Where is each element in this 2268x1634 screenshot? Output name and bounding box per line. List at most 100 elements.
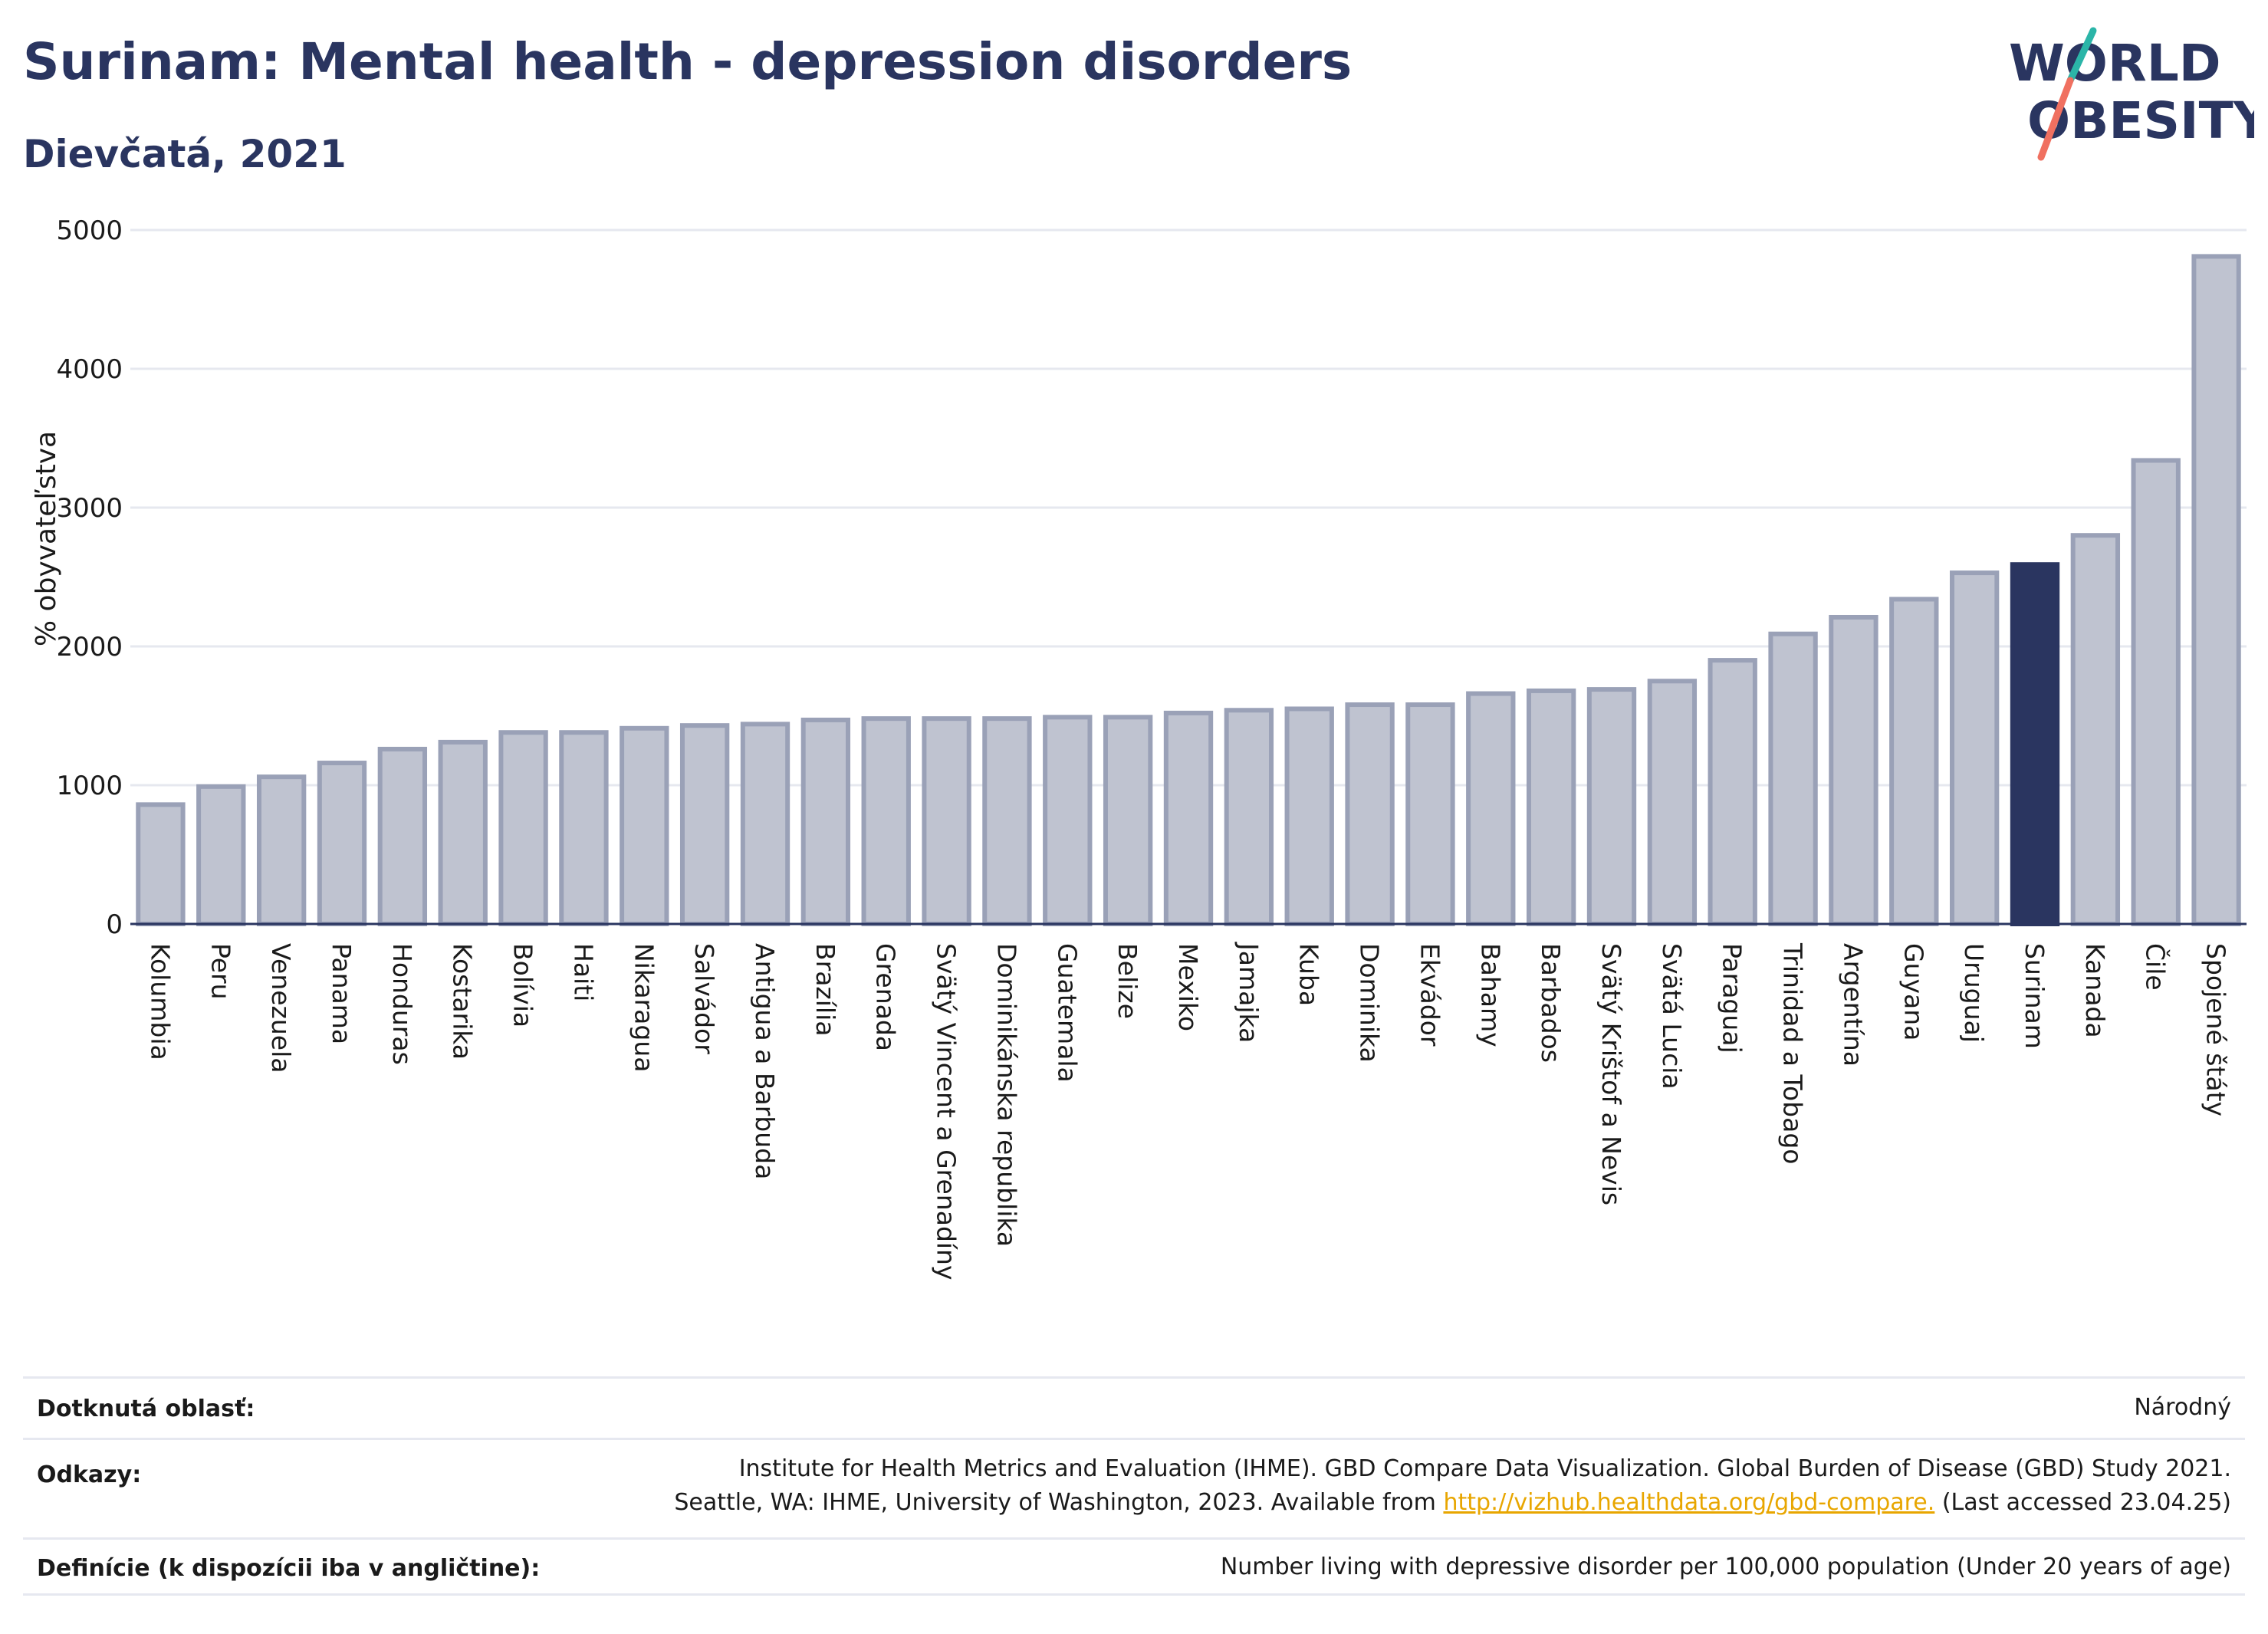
bar-venezuela[interactable] [256,774,307,927]
meta-area-label: Dotknutá oblasť: [37,1396,255,1422]
x-tick-label: Paraguaj [1717,943,1747,1054]
bar-surinam[interactable] [2010,562,2060,926]
bar-kostarika[interactable] [438,739,488,927]
x-tick-label: Haiti [568,943,598,1001]
bar-kolumbia[interactable] [136,802,186,927]
x-tick-label: Dominika [1355,943,1385,1063]
bar-svätý-vincent-a-grenadíny[interactable] [922,716,971,926]
y-tick-label: 1000 [56,771,123,801]
x-tick-label: Argentína [1838,943,1868,1067]
bar-dominikánska-republika[interactable] [982,716,1032,926]
x-tick-label: Uruguaj [1959,943,1989,1043]
x-tick-label: Svätý Krištof a Nevis [1596,943,1626,1205]
bar-ekvádor[interactable] [1405,702,1455,927]
x-tick-label: Kostarika [448,943,478,1060]
logo-slash-top [2066,27,2097,84]
bar-svätá-lucia[interactable] [1647,679,1698,926]
bar-svätý-krištof-a-nevis[interactable] [1586,687,1637,926]
y-axis-ticks: 0 1000 2000 3000 4000 5000 [56,215,123,940]
bar-grenada[interactable] [861,716,911,926]
bar-barbados[interactable] [1526,688,1576,926]
x-tick-label: Antigua a Barbuda [750,943,780,1179]
x-tick-label: Panama [327,943,357,1044]
x-tick-label: Mexiko [1173,943,1203,1031]
bar-panama[interactable] [317,761,367,926]
x-tick-label: Trinidad a Tobago [1778,942,1808,1165]
world-obesity-logo: WORLD OBESITY [2009,27,2254,161]
x-tick-label: Jamajka [1234,942,1264,1043]
meta-row-definitions: Definície (k dispozícii iba v angličtine… [23,1537,2245,1596]
x-tick-label: Spojené štáty [2201,943,2231,1116]
x-tick-label: Guyana [1898,943,1928,1041]
x-tick-label: Peru [205,943,235,1000]
meta-refs-label: Odkazy: [37,1461,142,1488]
bar-haiti[interactable] [559,730,609,926]
meta-refs-link[interactable]: http://vizhub.healthdata.org/gbd-compare… [1443,1489,1935,1516]
x-tick-label: Honduras [387,943,417,1065]
meta-refs-line1: Institute for Health Metrics and Evaluat… [738,1455,2231,1482]
x-axis-ticks: Kolumbia Peru Venezuela Panama Honduras Kosta… [145,942,2230,1281]
bars [136,254,2241,927]
bar-peru[interactable] [196,784,246,926]
y-tick-label: 0 [106,909,123,940]
x-tick-label: Nikaragua [629,943,659,1072]
x-tick-label: Svätá Lucia [1657,943,1687,1090]
bar-antigua-a-barbuda[interactable] [740,722,791,926]
x-tick-label: Brazília [810,943,840,1036]
bar-bahamy[interactable] [1466,691,1516,926]
meta-refs-line2: Seattle, WA: IHME, University of Washing… [674,1486,2231,1520]
bar-uruguaj[interactable] [1949,570,2000,926]
meta-refs-value: Institute for Health Metrics and Evaluat… [674,1452,2231,1520]
meta-refs-line2-pre: Seattle, WA: IHME, University of Washing… [674,1489,1436,1516]
x-tick-label: Bahamy [1475,943,1505,1047]
x-tick-label: Dominikánska republika [991,943,1021,1247]
bar-čile[interactable] [2131,458,2181,926]
bar-jamajka[interactable] [1224,708,1274,926]
y-axis-label: % obyvateľstva [31,431,62,646]
x-tick-label: Svätý Vincent a Grenadíny [932,943,961,1281]
bar-mexiko[interactable] [1163,710,1214,926]
meta-refs-line2-post: (Last accessed 23.04.25) [1941,1489,2231,1516]
x-tick-label: Venezuela [266,943,296,1073]
x-tick-label: Bolívia [508,943,538,1027]
bar-nikaragua[interactable] [620,725,669,926]
meta-def-value: Number living with depressive disorder p… [1220,1553,2231,1580]
y-tick-label: 3000 [56,493,123,524]
x-tick-label: Belize [1113,943,1142,1019]
bar-dominika[interactable] [1345,702,1395,927]
bar-salvádor[interactable] [679,723,730,926]
chart-title: Surinam: Mental health - depression diso… [23,32,1353,91]
logo-slash-bottom [2037,77,2074,161]
x-tick-label: Surinam [2020,943,2049,1049]
bar-argentína[interactable] [1829,614,1878,926]
bar-belize[interactable] [1103,715,1153,926]
x-tick-label: Guatemala [1052,943,1082,1083]
x-tick-label: Kuba [1294,943,1324,1006]
bar-brazília[interactable] [800,717,851,926]
bar-guatemala[interactable] [1043,715,1093,926]
bar-trinidad-a-tobago[interactable] [1768,631,1818,927]
bar-kuba[interactable] [1284,706,1334,926]
x-tick-label: Kolumbia [145,943,175,1060]
bar-bolívia[interactable] [498,730,548,926]
bar-kanada[interactable] [2070,533,2121,926]
meta-row-references: Odkazy: Institute for Health Metrics and… [23,1438,2245,1540]
x-tick-label: Kanada [2080,943,2110,1038]
bar-guyana[interactable] [1889,597,1939,927]
y-tick-label: 5000 [56,215,123,246]
x-tick-label: Barbados [1536,943,1566,1063]
meta-bottom-divider [23,1593,2245,1596]
bar-chart: 0 1000 2000 3000 4000 5000 Kolumbia Peru Venezu… [31,215,2247,1281]
logo-word-world: WORLD [2009,34,2221,93]
x-tick-label: Grenada [871,943,901,1051]
bar-paraguaj[interactable] [1708,658,1757,926]
x-tick-label: Salvádor [689,943,719,1054]
y-tick-label: 4000 [56,354,123,385]
meta-def-label: Definície (k dispozícii iba v angličtine… [37,1555,541,1582]
meta-row-area: Dotknutá oblasť: Národný [23,1376,2245,1440]
y-tick-label: 2000 [56,632,123,662]
x-tick-label: Ekvádor [1415,943,1445,1047]
bar-honduras[interactable] [377,746,428,926]
meta-area-value: Národný [2134,1394,2231,1421]
bar-spojené-štáty[interactable] [2191,254,2241,926]
